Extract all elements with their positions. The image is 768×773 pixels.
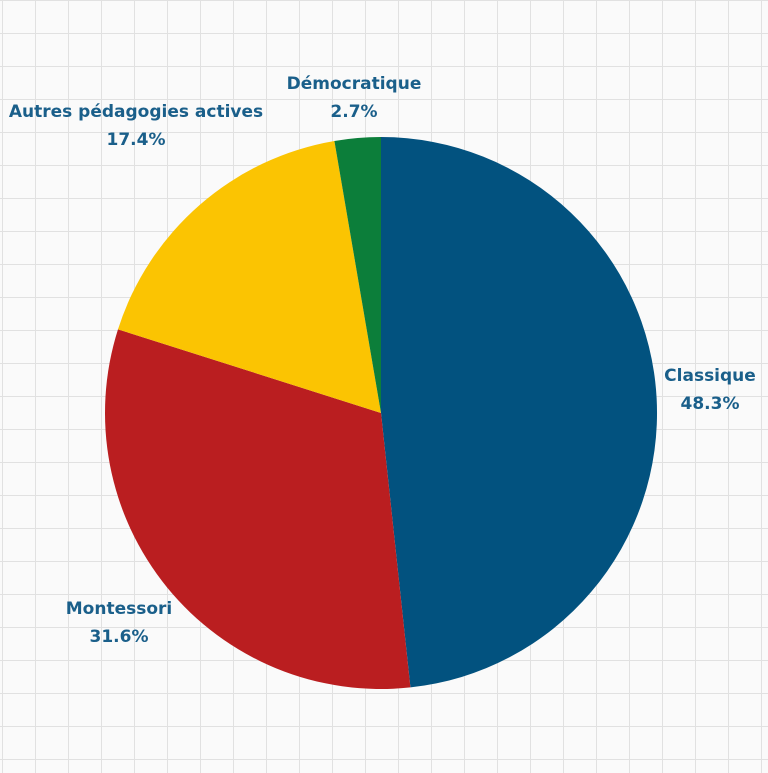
slice-label: Démocratique [287,74,422,94]
pie-slice-autres-pedagogies-actives [117,140,381,413]
pie-slice-montessori [105,329,411,690]
slice-label: Classique [664,366,756,386]
pie-labels: Classique 48.3% Montessori 31.6% Autres péda… [9,74,756,647]
slice-value-label: 2.7% [330,102,377,122]
slice-label: Autres pédagogies actives [9,102,263,122]
slice-value-label: 48.3% [681,394,740,414]
slice-value-label: 17.4% [107,130,166,150]
pie-slice-democratique [334,137,381,413]
slice-label: Montessori [66,599,172,619]
slice-value-label: 31.6% [90,627,149,647]
pie-slices [105,137,658,690]
pie-slice-classique [381,137,658,688]
